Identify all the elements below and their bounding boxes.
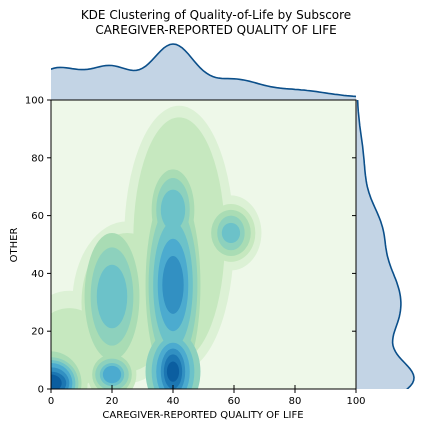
right-marginal-kde [356,100,415,389]
x-tick-label-1: 20 [106,396,119,407]
y-axis-ticks: 0 20 40 60 80 100 [25,96,356,396]
density-blob-42 [166,361,180,382]
chart-title-line-2: CAREGIVER-REPORTED QUALITY OF LIFE [95,23,336,37]
density-blob-33 [102,365,122,384]
density-blob-41 [51,374,62,389]
y-tick-label-3: 60 [31,211,44,222]
density-contours [51,100,356,389]
x-tick-label-5: 100 [346,396,365,407]
y-tick-label-0: 0 [38,385,44,396]
density-blob-30 [160,189,186,231]
right-marginal-line [356,100,415,389]
x-axis-ticks: 0 20 40 60 80 100 [48,385,366,407]
y-tick-label-5: 100 [25,96,44,107]
density-blob-31 [221,222,241,244]
top-marginal-kde [51,43,356,100]
density-blob-38 [162,256,184,314]
chart-title-line-1: KDE Clustering of Quality-of-Life by Sub… [81,8,351,22]
top-marginal-line [51,43,356,98]
plot-frame [50,99,357,390]
x-tick-label-3: 60 [228,396,241,407]
y-tick-label-2: 40 [31,269,44,280]
x-tick-label-0: 0 [48,396,54,407]
x-tick-label-2: 40 [167,396,180,407]
x-axis-label: CAREGIVER-REPORTED QUALITY OF LIFE [102,410,303,421]
top-marginal-fill [51,44,356,100]
y-tick-label-1: 20 [31,327,44,338]
y-axis-label: OTHER [9,228,20,263]
density-blob-27 [96,264,128,329]
x-tick-label-4: 80 [289,396,302,407]
y-tick-label-4: 80 [31,153,44,164]
